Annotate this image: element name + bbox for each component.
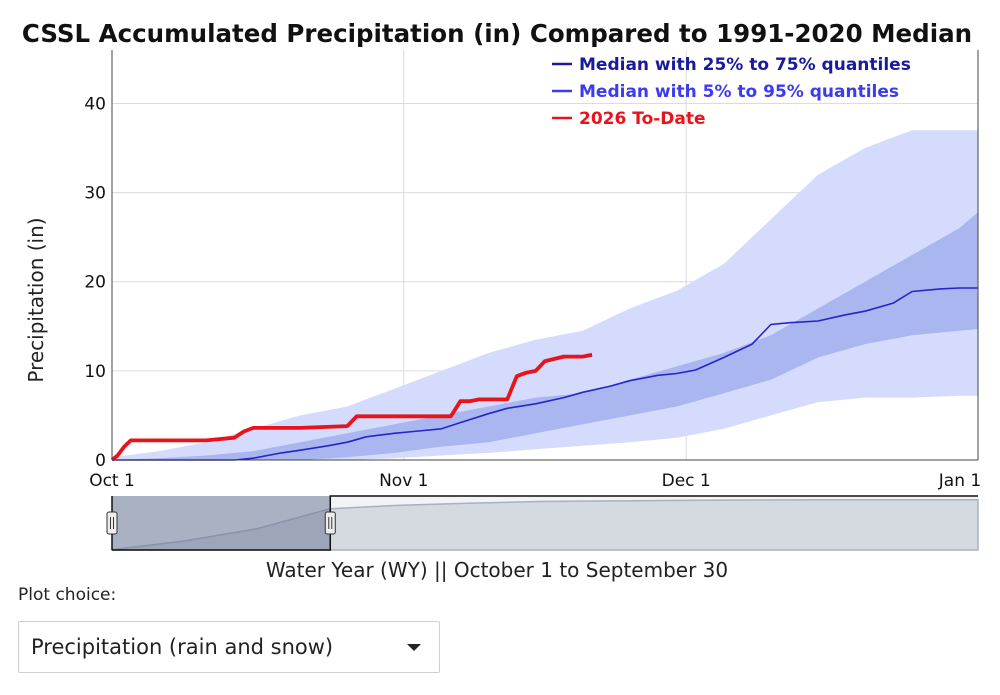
y-axis-label: Precipitation (in) xyxy=(24,217,48,382)
legend-entry-0: Median with 25% to 75% quantiles xyxy=(579,55,911,75)
legend-entry-1: Median with 5% to 95% quantiles xyxy=(579,82,899,102)
caret-down-icon[interactable] xyxy=(407,644,421,651)
y-tick-label-30: 30 xyxy=(84,184,106,204)
range-slider-right-handle[interactable] xyxy=(324,511,336,535)
y-tick-label-10: 10 xyxy=(84,362,106,382)
median-line xyxy=(112,287,978,461)
plot-choice-label: Plot choice: xyxy=(18,585,117,605)
series-lines xyxy=(110,287,978,462)
band-25-75-quantiles xyxy=(112,212,978,460)
legend-entry-2: 2026 To-Date xyxy=(579,109,706,129)
x-tick-label-jan-1: Jan 1 xyxy=(938,471,981,491)
y-tick-label-0: 0 xyxy=(95,451,106,471)
range-handle-left-grip[interactable] xyxy=(106,511,118,535)
x-axis-label: Water Year (WY) || October 1 to Septembe… xyxy=(266,558,728,582)
legend: Median with 25% to 75% quantiles Median w… xyxy=(552,55,911,129)
y-tick-label-20: 20 xyxy=(84,273,106,293)
range-slider-selected-window[interactable] xyxy=(112,496,331,550)
range-handle-right-grip[interactable] xyxy=(324,511,336,535)
range-slider[interactable] xyxy=(106,495,979,551)
precipitation-chart: CSSL Accumulated Precipitation (in) Comp… xyxy=(22,19,981,582)
plot-choice-dropdown[interactable]: Precipitation (rain and snow) xyxy=(18,621,440,673)
plot-choice-selected-value: Precipitation (rain and snow) xyxy=(31,635,334,659)
to-date-line xyxy=(110,352,593,462)
x-tick-label-dec-1: Dec 1 xyxy=(662,471,711,491)
quantile-bands xyxy=(112,130,978,460)
x-tick-label-nov-1: Nov 1 xyxy=(379,471,428,491)
y-tick-labels: 0 10 20 30 40 xyxy=(84,94,106,471)
x-tick-label-oct-1: Oct 1 xyxy=(89,471,135,491)
range-slider-left-handle[interactable] xyxy=(106,511,118,535)
x-tick-labels: Oct 1 Nov 1 Dec 1 Jan 1 xyxy=(89,471,981,491)
chart-title: CSSL Accumulated Precipitation (in) Comp… xyxy=(22,19,972,48)
y-tick-label-40: 40 xyxy=(84,94,106,114)
